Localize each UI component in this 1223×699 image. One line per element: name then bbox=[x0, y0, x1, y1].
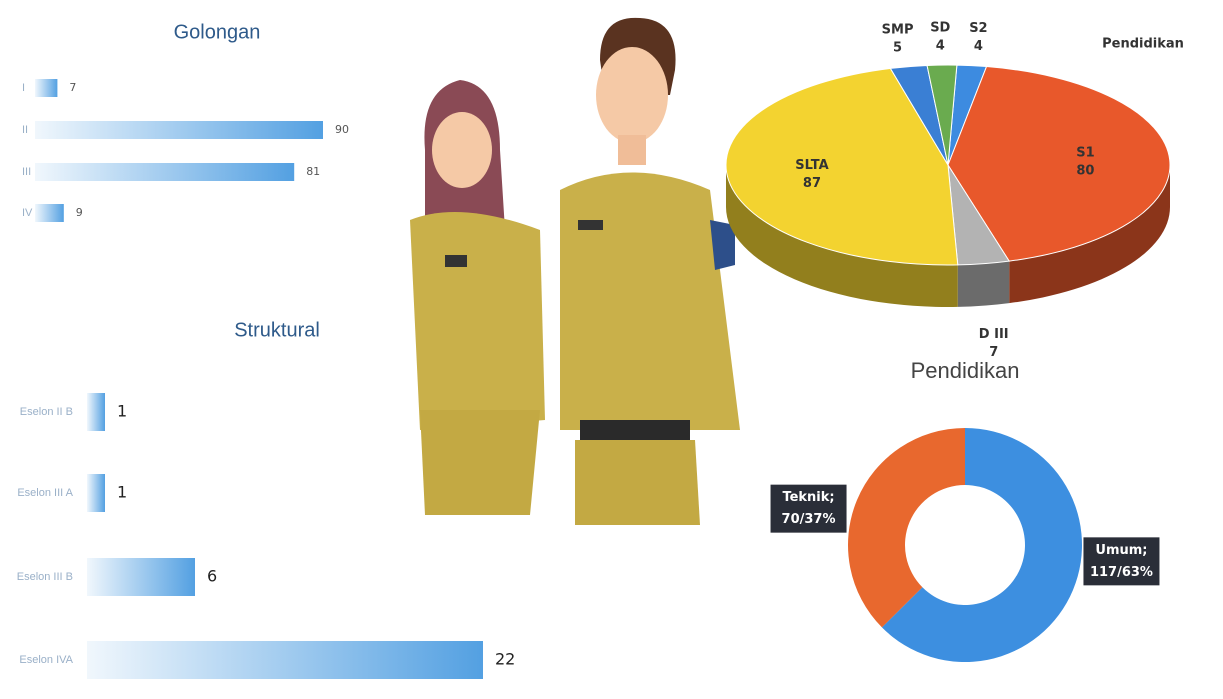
slice-value: 117/63% bbox=[1090, 565, 1153, 580]
category-label: III bbox=[22, 166, 31, 178]
pie-slice bbox=[725, 67, 959, 266]
value-label: 1 bbox=[117, 402, 127, 421]
bar bbox=[87, 558, 195, 596]
category-label: Eselon IVA bbox=[19, 654, 73, 666]
value-label: 1 bbox=[117, 483, 127, 502]
pie-slice bbox=[926, 64, 958, 166]
bar bbox=[87, 641, 483, 679]
chart-title: Pendidikan bbox=[911, 358, 1020, 383]
pie-side bbox=[1009, 165, 1170, 304]
slice-value: 70/37% bbox=[782, 512, 836, 527]
category-label: Eselon III B bbox=[17, 571, 73, 583]
category-label: I bbox=[22, 82, 25, 94]
donut-slice bbox=[848, 428, 965, 628]
bar bbox=[87, 474, 105, 512]
value-label: 9 bbox=[76, 206, 83, 219]
chart-title: Struktural bbox=[234, 319, 320, 341]
slice-value: 87 bbox=[803, 176, 821, 191]
slice-name: D III bbox=[979, 327, 1009, 342]
slice-name: SD bbox=[930, 21, 950, 36]
slice-name: S1 bbox=[1076, 145, 1094, 160]
slice-name: S2 bbox=[969, 21, 987, 36]
slice-name: SLTA bbox=[795, 158, 828, 173]
slice-value: 7 bbox=[989, 345, 998, 360]
slice-value: 5 bbox=[893, 41, 902, 56]
slice-value: 4 bbox=[974, 39, 983, 54]
category-label: IV bbox=[22, 207, 33, 219]
value-label: 6 bbox=[207, 567, 217, 586]
chart-title: Golongan bbox=[174, 21, 261, 43]
category-label: II bbox=[22, 124, 28, 136]
pie-slice bbox=[947, 65, 1171, 262]
value-label: 90 bbox=[335, 123, 349, 136]
illustration bbox=[410, 17, 740, 525]
value-label: 22 bbox=[495, 650, 515, 669]
bar bbox=[35, 121, 323, 139]
bar bbox=[87, 393, 105, 431]
value-label: 81 bbox=[306, 165, 320, 178]
label-box bbox=[1083, 537, 1160, 586]
chart-title: Pendidikan bbox=[1102, 37, 1184, 52]
slice-name: SMP bbox=[882, 23, 914, 38]
label-box bbox=[770, 484, 847, 533]
value-label: 7 bbox=[69, 81, 76, 94]
category-label: Eselon II B bbox=[20, 406, 73, 418]
category-label: Eselon III A bbox=[17, 487, 73, 499]
slice-name: Umum; bbox=[1095, 543, 1147, 558]
slice-value: 4 bbox=[936, 39, 945, 54]
bar bbox=[35, 79, 58, 97]
slice-name: Teknik; bbox=[782, 490, 834, 505]
donut-slice bbox=[881, 428, 1082, 663]
slice-value: 80 bbox=[1076, 163, 1094, 178]
pie-side bbox=[726, 165, 958, 307]
bar bbox=[35, 204, 64, 222]
pie-side bbox=[957, 261, 1010, 307]
bar bbox=[35, 163, 295, 181]
